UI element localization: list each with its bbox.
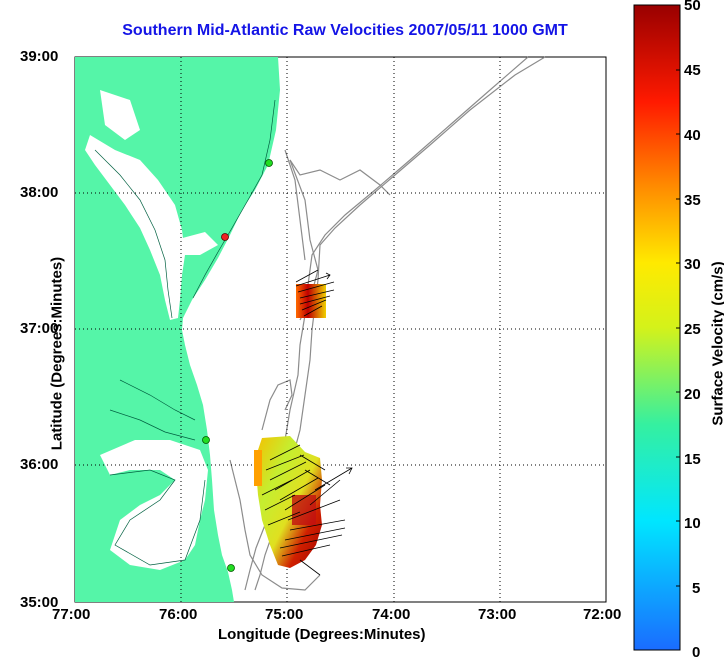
station-marker-red	[222, 234, 229, 241]
station-marker-green	[203, 437, 210, 444]
station-marker-green	[228, 565, 235, 572]
colorbar	[634, 5, 680, 650]
station-marker-green	[266, 160, 273, 167]
